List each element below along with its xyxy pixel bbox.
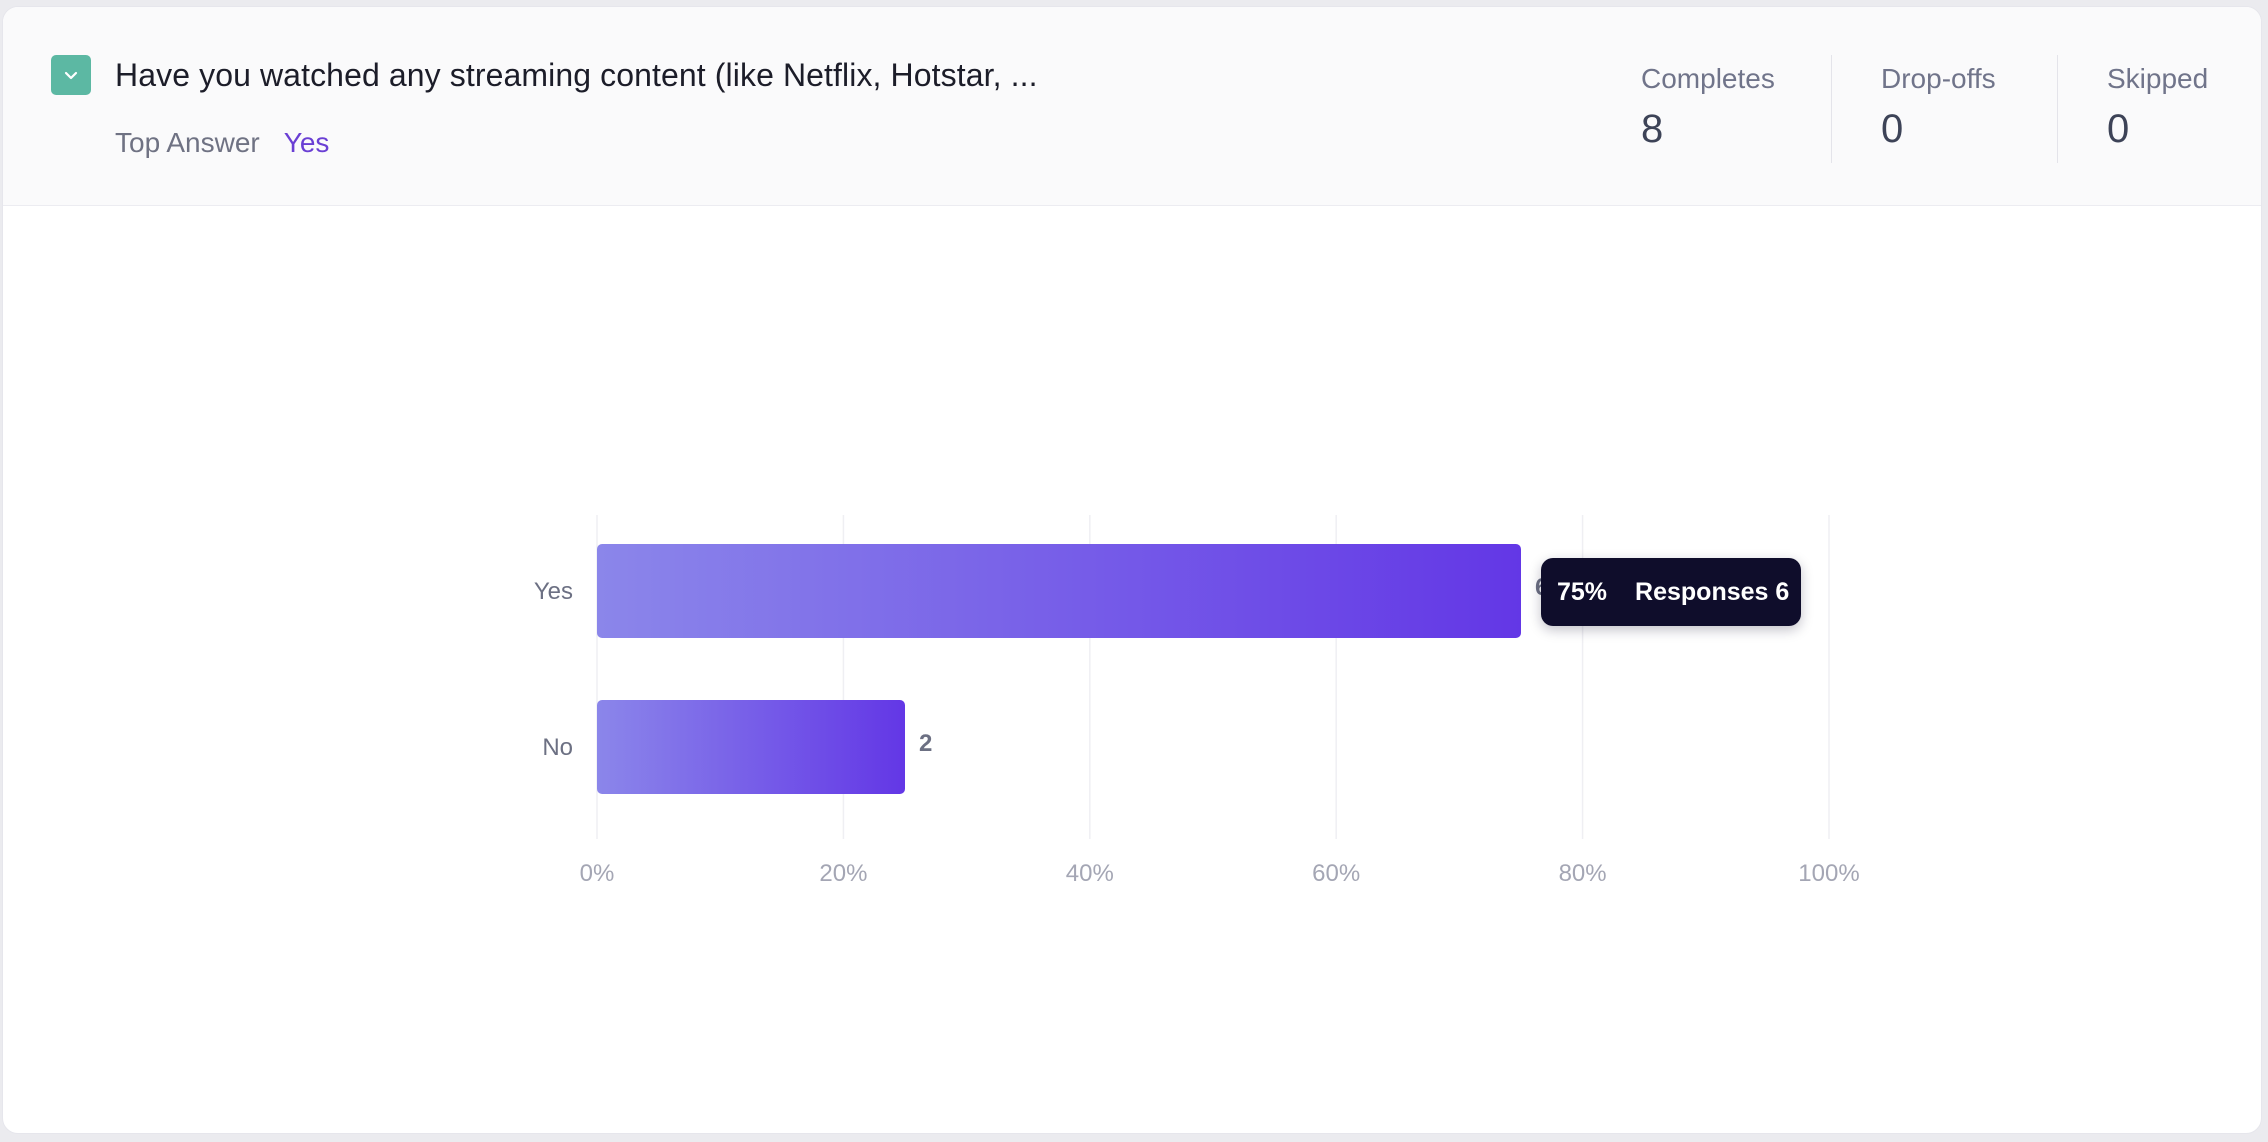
stat-skipped-value: 0 [2107, 107, 2130, 151]
bar-yes[interactable] [597, 544, 1521, 638]
bar-value-label: 2 [919, 730, 932, 757]
stat-drop-offs: Drop-offs 0 [1881, 63, 1996, 163]
stat-divider [2057, 55, 2058, 163]
top-answer-value: Yes [283, 127, 330, 158]
response-bar-chart: 0%20%40%60%80%100%Yes6No2 [534, 515, 1860, 887]
category-label: No [542, 734, 573, 761]
stat-drop-offs-label: Drop-offs [1881, 63, 1996, 94]
x-tick-label: 20% [819, 860, 867, 887]
chevron-down-icon [64, 71, 78, 80]
bar-tooltip: 75% Responses 6 [1541, 558, 1801, 626]
stat-drop-offs-value: 0 [1881, 107, 1904, 151]
x-tick-label: 0% [580, 860, 615, 887]
stat-completes-label: Completes [1641, 63, 1775, 94]
x-tick-label: 80% [1559, 860, 1607, 887]
question-title: Have you watched any streaming content (… [115, 57, 1038, 93]
stat-divider [1831, 55, 1832, 163]
top-answer: Top Answer Yes [115, 127, 329, 159]
stat-completes: Completes 8 [1641, 63, 1775, 163]
stat-skipped-label: Skipped [2107, 63, 2209, 94]
x-tick-label: 40% [1066, 860, 1114, 887]
bar-no[interactable] [597, 700, 905, 794]
question-header: Have you watched any streaming content (… [3, 7, 2261, 206]
tooltip-percent: 75% [1557, 577, 1608, 606]
x-tick-label: 60% [1312, 860, 1360, 887]
x-tick-label: 100% [1798, 860, 1859, 887]
category-label: Yes [534, 578, 573, 605]
stat-completes-value: 8 [1641, 107, 1664, 151]
collapse-toggle-button[interactable] [51, 55, 91, 95]
question-card: Have you watched any streaming content (… [2, 6, 2262, 1134]
tooltip-responses: Responses 6 [1635, 577, 1790, 606]
top-answer-label: Top Answer [115, 127, 260, 158]
stat-skipped: Skipped 0 [2107, 63, 2208, 163]
